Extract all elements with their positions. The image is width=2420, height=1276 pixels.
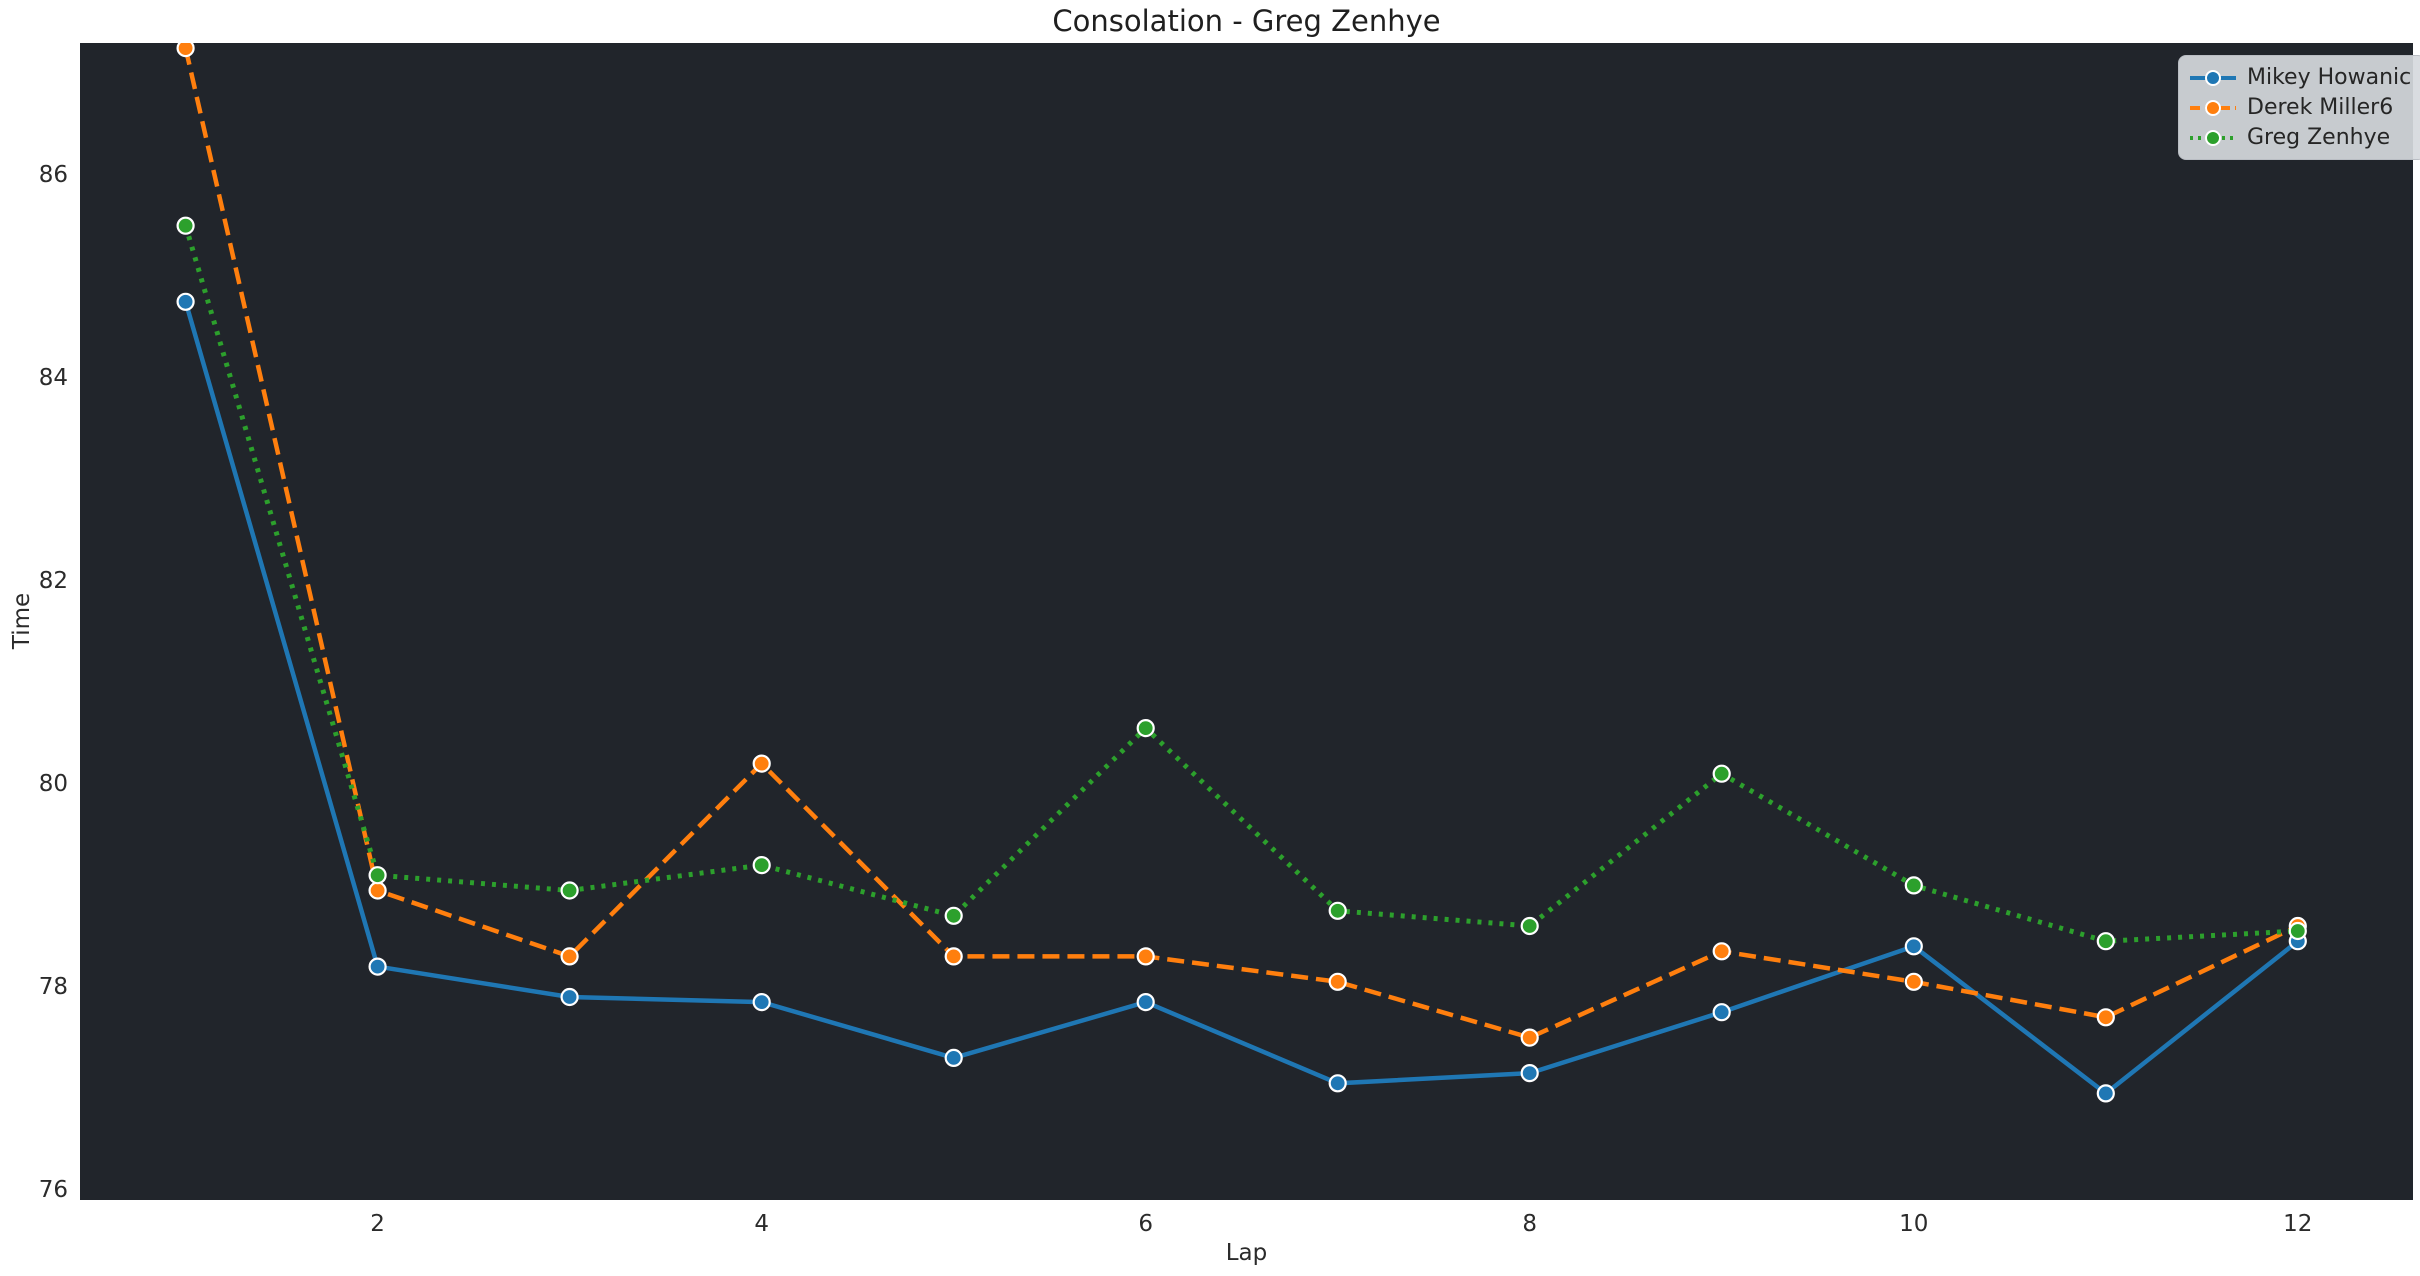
y-tick-label: 84 [38, 364, 68, 391]
y-tick-label: 86 [38, 161, 68, 188]
legend-line-sample-icon [2190, 69, 2236, 86]
data-point [368, 881, 387, 900]
legend-item: Derek Miller6 [2189, 94, 2411, 121]
y-tick-label: 78 [38, 973, 68, 1000]
data-point [1136, 718, 1155, 738]
legend-label: Mikey Howanic [2247, 65, 2412, 90]
x-tick-label: 12 [2283, 1211, 2313, 1237]
data-point [1904, 937, 1923, 956]
data-point [1904, 876, 1923, 895]
series-line-1 [183, 301, 2300, 1097]
data-point [1328, 901, 1347, 920]
data-point [1136, 992, 1155, 1012]
data-point [752, 754, 771, 773]
x-tick-label: 8 [1522, 1211, 1538, 1237]
data-point [176, 216, 195, 235]
y-tick-label: 76 [38, 1176, 68, 1203]
data-point [368, 957, 387, 976]
data-point [752, 855, 771, 875]
x-tick-label: 4 [754, 1211, 769, 1237]
data-point [368, 866, 387, 885]
y-tick-label: 82 [38, 567, 68, 594]
series-line-3 [183, 224, 2298, 944]
legend: Mikey Howanic Derek Miller6 Greg Zenhye [2178, 55, 2420, 160]
data-point [944, 906, 963, 925]
axes-background [80, 43, 2413, 1200]
x-tick-label: 10 [1899, 1211, 1929, 1237]
data-point [944, 947, 963, 966]
x-tick-label: 6 [1138, 1211, 1153, 1237]
data-point [2288, 921, 2307, 941]
legend-label: Greg Zenhye [2247, 125, 2391, 150]
data-point [176, 292, 195, 311]
data-point [560, 987, 579, 1007]
data-point [1328, 1074, 1347, 1093]
legend-label: Derek Miller6 [2247, 95, 2394, 120]
data-point [1904, 972, 1923, 991]
legend-line-sample-icon [2190, 99, 2236, 116]
legend-line-sample-icon [2190, 129, 2236, 146]
data-point [752, 992, 771, 1012]
legend-item: Greg Zenhye [2189, 124, 2411, 151]
data-point [1520, 916, 1539, 936]
y-axis-label: Time [9, 592, 35, 650]
chart-title: Consolation - Greg Zenhye [1052, 4, 1441, 38]
data-point [1712, 942, 1731, 961]
data-point [176, 43, 195, 58]
data-point [1520, 1028, 1539, 1047]
data-point [1712, 764, 1731, 783]
data-point [560, 947, 579, 966]
data-point [1328, 972, 1347, 991]
legend-item: Mikey Howanic [2189, 64, 2411, 91]
x-axis-label: Lap [1225, 1240, 1268, 1266]
data-point [2096, 1084, 2115, 1103]
x-tick-label: 2 [370, 1211, 385, 1237]
data-point [1136, 947, 1155, 966]
data-point [944, 1048, 963, 1068]
data-point [1712, 1003, 1731, 1022]
data-point [560, 881, 579, 900]
y-tick-label: 80 [38, 770, 68, 797]
data-point [2096, 932, 2115, 951]
plot-area [80, 43, 2413, 1200]
series-line-2 [183, 47, 2299, 1040]
data-point [2096, 1008, 2115, 1027]
data-point [1520, 1063, 1539, 1083]
